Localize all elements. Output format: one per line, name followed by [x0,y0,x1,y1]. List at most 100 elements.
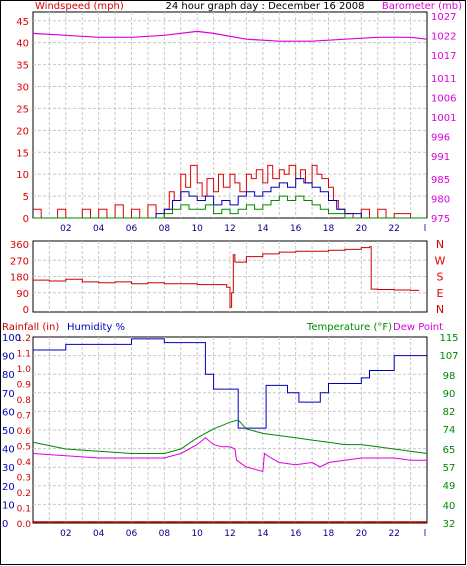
bot-x-tick: 14 [257,529,269,539]
top-left-tick: 35 [16,61,29,72]
bot-temp-tick: 107 [439,351,458,362]
bot-temp-tick: 57 [443,463,456,474]
mid-left-tick: 360 [10,240,29,251]
bot-humidity-tick: 70 [2,389,15,400]
bot-humidity-tick: 40 [2,445,15,456]
mid-left-tick: 180 [10,273,29,284]
top-left-tick: 30 [16,83,29,94]
series-gust [33,178,427,219]
top-x-tick: 14 [257,224,269,234]
top-left-axis-title: Windspeed (mph) [35,1,124,12]
top-x-tick: 10 [191,224,203,234]
bot-x-tick: 16 [290,529,302,539]
top-left-tick: 5 [23,192,29,203]
bot-x-tick: 18 [323,529,335,539]
bot-rain-tick: 0.7 [17,412,31,422]
top-right-tick: 991 [431,152,450,163]
bot-temp-tick: 49 [443,481,456,492]
series-avg [33,195,427,219]
humidity-temperature-panel: Rainfall (in) Humidity % Temperature (°F) D… [2,322,459,539]
top-right-tick: 1027 [431,12,456,23]
top-left-tick: 10 [16,170,29,181]
bot-temp-tick: 90 [443,389,456,400]
top-x-tick: 02 [60,224,71,234]
top-left-tick: 0 [23,214,29,225]
bot-humidity-tick: 90 [2,352,15,363]
mid-right-tick: S [437,271,444,284]
bot-temp-tick: 98 [443,371,456,382]
mid-right-tick: E [437,287,444,300]
top-x-tick: 04 [93,224,105,234]
mid-left-tick: 90 [16,289,29,300]
bot-rain-tick: 1.0 [17,365,32,375]
bot-rain-tick: 0.8 [17,396,32,406]
bot-rain-tick: 0.6 [17,427,32,437]
top-x-end: l [424,224,427,234]
wind-barometer-panel: Windspeed (mph) 24 hour graph day : Decem… [16,1,462,234]
top-right-tick: 1017 [431,51,456,62]
bot-humidity-tick: 80 [2,370,15,381]
bot-x-tick: 10 [191,529,203,539]
bot-rain-tick: 0.4 [17,458,32,468]
mid-right-tick: N [436,303,444,316]
bot-rain-tick: 0.2 [17,489,31,499]
top-right-tick: 985 [431,175,450,186]
bot-rain-tick: 0.5 [17,443,31,453]
top-x-tick: 22 [388,224,399,234]
top-right-tick: 1001 [431,113,456,124]
top-x-tick: 20 [356,224,368,234]
top-x-tick: 06 [126,224,138,234]
top-right-tick: 996 [431,132,450,143]
bot-x-tick: 08 [159,529,171,539]
bot-humidity-tick: 50 [2,426,15,437]
bot-rain-tick: 1.1 [17,350,31,360]
series-humidity [33,338,427,429]
bot-x-tick: 12 [224,529,235,539]
series-direction [33,246,420,308]
top-right-axis-title: Barometer (mb) [382,1,462,12]
bot-temp-tick: 115 [439,333,458,344]
bot-dewpoint-title: Dew Point [393,322,443,333]
series-dewpoint [32,437,427,473]
top-chart-title: 24 hour graph day : December 16 2008 [166,1,365,12]
bot-humidity-tick: 20 [2,482,15,493]
bot-temp-tick: 40 [443,501,456,512]
top-right-tick: 980 [431,195,450,206]
top-left-tick: 20 [16,126,29,137]
top-left-tick: 15 [16,148,29,159]
top-right-tick: 975 [431,214,450,225]
bot-rain-tick: 0.0 [17,520,32,530]
bot-humidity-title: Humidity % [67,322,125,333]
bot-x-end: l [424,529,427,539]
bot-x-tick: 20 [356,529,368,539]
bot-temp-title: Temperature (°F) [306,322,392,333]
top-x-tick: 08 [159,224,171,234]
bot-x-tick: 04 [93,529,105,539]
top-right-tick: 1006 [431,94,456,105]
bot-x-tick: 06 [126,529,138,539]
bot-humidity-tick: 10 [2,500,15,511]
bot-x-tick: 22 [388,529,399,539]
bot-temp-tick: 65 [443,445,456,456]
bot-rain-tick: 0.1 [17,505,31,515]
series-temperature [32,419,428,454]
top-left-tick: 40 [16,39,29,50]
bot-temp-tick: 32 [443,519,456,530]
series-barometer [32,30,428,42]
top-x-tick: 12 [224,224,235,234]
mid-right-tick: W [435,254,446,267]
bot-humidity-tick: 100 [2,333,21,344]
top-left-tick: 25 [16,104,29,115]
bot-humidity-tick: 30 [2,463,15,474]
bot-temp-tick: 82 [443,407,456,418]
bot-humidity-tick: 60 [2,407,15,418]
bot-rain-tick: 1.2 [17,334,31,344]
top-x-tick: 18 [323,224,335,234]
mid-left-tick: 0 [23,305,29,316]
top-x-tick: 16 [290,224,302,234]
top-right-tick: 1011 [431,74,456,85]
bot-temp-tick: 74 [443,425,456,436]
bot-rain-tick: 0.9 [17,381,32,391]
